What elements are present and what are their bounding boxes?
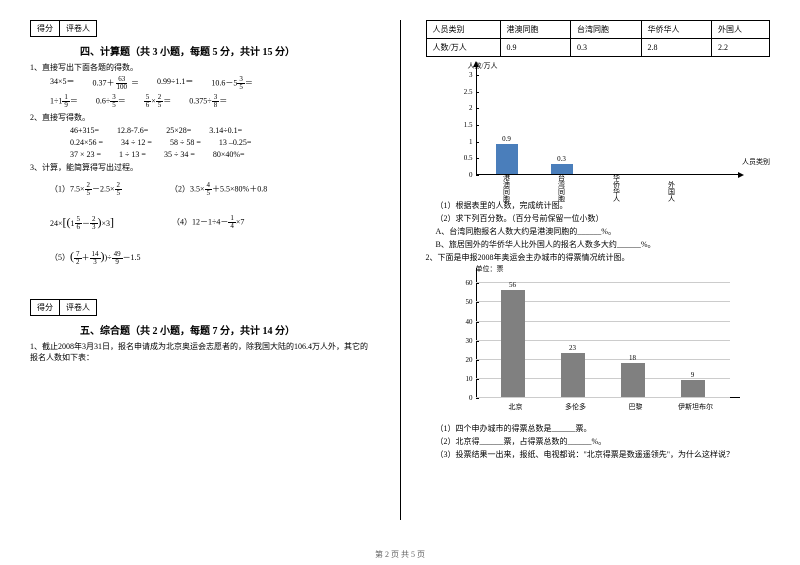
- y-tick: 60: [451, 279, 473, 287]
- bar-chart-2: 单位：票 0102030405060 56北京23多伦多18巴黎9伊斯坦布尔: [456, 268, 771, 418]
- expr: 0.37＋63100 ＝: [93, 76, 140, 91]
- y-tick: 40: [451, 318, 473, 326]
- expr: 0.6÷35＝: [96, 94, 126, 109]
- q2-stem: 2、直接写得数。: [30, 112, 375, 123]
- y-tick: 2.5: [451, 88, 473, 96]
- cell: 港澳同胞: [500, 21, 571, 39]
- sub-question: （3）投票结果一出来，报纸、电视都说："北京得票是数遥遥领先"，为什么这样说？: [436, 449, 771, 460]
- expr: 1÷119＝: [50, 94, 78, 109]
- gridline: [476, 397, 731, 398]
- bar-chart-1: 人数/万人 00.511.522.53 0.9港澳同胞0.3台湾同胞华侨华人外国…: [456, 65, 771, 195]
- score-label: 得分: [31, 21, 60, 36]
- cell: 2.8: [641, 39, 712, 57]
- arrow-up-icon: [473, 61, 479, 67]
- y-axis-label: 单位：票: [476, 264, 504, 274]
- page-footer: 第 2 页 共 5 页: [0, 549, 800, 560]
- bar-value-label: 18: [629, 354, 636, 362]
- expr: 56×25＝: [144, 94, 172, 109]
- sub-question: （1）四个申办城市的得票总数是______票。: [436, 423, 771, 434]
- x-category: 伊斯坦布尔: [671, 402, 721, 412]
- data-table: 人员类别 港澳同胞 台湾同胞 华侨华人 外国人 人数/万人 0.9 0.3 2.…: [426, 20, 771, 57]
- expr: 0.99÷1.1＝: [157, 76, 193, 91]
- expr: （4）12－1÷4－14×7: [172, 215, 244, 232]
- sub-question: （2）北京得______票，占得票总数的______%。: [436, 436, 771, 447]
- expr: （2）3.5×45＋5.5×80%＋0.8: [170, 182, 267, 197]
- y-tick: 10: [451, 375, 473, 383]
- y-tick: 2: [451, 104, 473, 112]
- section4-title: 四、计算题（共 3 小题，每题 5 分，共计 15 分）: [80, 43, 375, 58]
- left-column: 得分 评卷人 四、计算题（共 3 小题，每题 5 分，共计 15 分） 1、直接…: [30, 20, 375, 520]
- expr: 34×5＝: [50, 76, 75, 91]
- sub-question: B、旅居国外的华侨华人比外国人的报名人数多大约______%。: [436, 239, 771, 250]
- score-label: 得分: [31, 300, 60, 315]
- bar: [501, 290, 525, 397]
- section5-title: 五、综合题（共 2 小题，每题 7 分，共计 14 分）: [80, 322, 375, 337]
- score-box-2: 得分 评卷人: [30, 299, 97, 316]
- q3-row1: （1）7.5×25－2.5×25 （2）3.5×45＋5.5×80%＋0.8: [50, 182, 375, 197]
- bar: [496, 144, 518, 174]
- bar: [551, 164, 573, 174]
- q3-stem: 3、计算，能简算得写出过程。: [30, 162, 375, 173]
- y-tick: 30: [451, 337, 473, 345]
- expr: （5）(72＋143))÷499－1.5: [50, 249, 141, 266]
- cell: 2.2: [712, 39, 770, 57]
- y-tick: 1.5: [451, 121, 473, 129]
- cell: 台湾同胞: [571, 21, 642, 39]
- cell: 外国人: [712, 21, 770, 39]
- x-category: 华侨华人: [606, 175, 628, 203]
- arrow-right-icon: [738, 172, 744, 178]
- right-column: 人员类别 港澳同胞 台湾同胞 华侨华人 外国人 人数/万人 0.9 0.3 2.…: [426, 20, 771, 520]
- bar-value-label: 56: [509, 281, 516, 289]
- q3-row3: （5）(72＋143))÷499－1.5: [50, 249, 375, 266]
- y-tick: 0: [451, 171, 473, 179]
- x-category: 多伦多: [551, 402, 601, 412]
- cell: 人员类别: [426, 21, 500, 39]
- bar-value-label: 0.3: [557, 155, 566, 163]
- x-axis-label: 人员类别: [742, 157, 770, 167]
- y-tick: 50: [451, 298, 473, 306]
- score-box: 得分 评卷人: [30, 20, 97, 37]
- x-category: 外国人: [661, 182, 683, 203]
- cell: 人数/万人: [426, 39, 500, 57]
- table-row: 人员类别 港澳同胞 台湾同胞 华侨华人 外国人: [426, 21, 770, 39]
- x-category: 台湾同胞: [551, 175, 573, 203]
- reviewer-label: 评卷人: [60, 300, 96, 315]
- bar: [561, 353, 585, 397]
- bar: [621, 363, 645, 398]
- s5-q1-stem: 1、截止2008年3月31日，报名申请成为北京奥运会志愿者的，除我国大陆的106…: [30, 341, 375, 363]
- math-row-2: 1÷119＝ 0.6÷35＝ 56×25＝ 0.375÷38＝: [50, 94, 375, 109]
- bar-value-label: 9: [691, 371, 695, 379]
- cell: 华侨华人: [641, 21, 712, 39]
- bar: [681, 380, 705, 397]
- cell: 0.9: [500, 39, 571, 57]
- sub-question: A、台湾同胞报名人数大约是港澳同胞的______%。: [436, 226, 771, 237]
- q1-stem: 1、直接写出下面各题的得数。: [30, 62, 375, 73]
- x-category: 港澳同胞: [496, 175, 518, 203]
- table-row: 人数/万人 0.9 0.3 2.8 2.2: [426, 39, 770, 57]
- bar-value-label: 23: [569, 344, 576, 352]
- q2-rows: 46+315=12.8-7.6=25×28=3.14÷0.1= 0.24×56 …: [50, 126, 375, 159]
- expr: 10.6－535＝: [211, 76, 253, 91]
- cell: 0.3: [571, 39, 642, 57]
- y-tick: 0: [451, 394, 473, 402]
- bar-value-label: 0.9: [502, 135, 511, 143]
- expr: （1）7.5×25－2.5×25: [50, 182, 122, 197]
- y-tick: 0.5: [451, 154, 473, 162]
- sub-question: （2）求下列百分数。（百分号前保留一位小数）: [436, 213, 771, 224]
- expr: 24×[(156－23)×3]: [50, 215, 114, 232]
- q3-row2: 24×[(156－23)×3] （4）12－1÷4－14×7: [50, 215, 375, 232]
- y-tick: 3: [451, 71, 473, 79]
- x-category: 北京: [491, 402, 541, 412]
- y-tick: 1: [451, 138, 473, 146]
- expr: 0.375÷38＝: [189, 94, 227, 109]
- math-row-1: 34×5＝ 0.37＋63100 ＝ 0.99÷1.1＝ 10.6－535＝: [50, 76, 375, 91]
- q2-stem: 2、下面是申报2008年奥运会主办城市的得票情况统计图。: [426, 252, 771, 263]
- x-category: 巴黎: [611, 402, 661, 412]
- column-divider: [400, 20, 401, 520]
- reviewer-label: 评卷人: [60, 21, 96, 36]
- y-tick: 20: [451, 356, 473, 364]
- sub-question: （1）根据表里的人数，完成统计图。: [436, 200, 771, 211]
